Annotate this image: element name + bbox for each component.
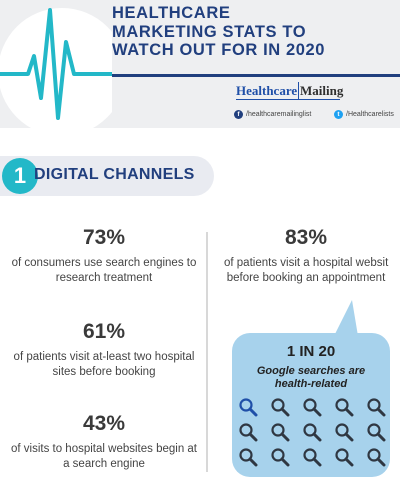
stat-block: 61% of patients visit at-least two hospi… — [4, 320, 204, 380]
search-icon — [367, 398, 386, 417]
header-banner: HEALTHCARE MARKETING STATS TO WATCH OUT … — [0, 0, 400, 128]
callout-line: health-related — [274, 378, 348, 390]
stat-line: of consumers use search engines to — [11, 257, 197, 269]
title-line-2: MARKETING STATS TO — [112, 22, 307, 41]
logo-text-mailing: Mailing — [300, 83, 344, 98]
stat-description: of consumers use search engines to resea… — [4, 256, 204, 286]
search-icon — [239, 423, 258, 442]
search-icon — [303, 398, 322, 417]
search-icon — [367, 423, 386, 442]
logo-divider — [298, 82, 299, 99]
title-underline — [112, 74, 400, 77]
search-icon — [335, 448, 354, 467]
search-icon — [271, 398, 290, 417]
stat-line: sites before booking — [52, 366, 156, 378]
brand-logo: Healthcare Mailing — [236, 80, 344, 102]
facebook-handle[interactable]: f /healthcaremailinglist — [234, 110, 311, 119]
stat-block-right: 83% of patients visit a hospital websit … — [212, 226, 400, 286]
stat-description: of patients visit a hospital websit befo… — [212, 256, 400, 286]
search-icon — [367, 448, 386, 467]
stat-line: of visits to hospital websites begin at — [10, 443, 198, 455]
section-number: 1 — [2, 158, 38, 194]
logo-baseline — [236, 99, 340, 100]
callout-line: Google searches are — [256, 365, 366, 377]
stat-block: 43% of visits to hospital websites begin… — [4, 412, 204, 472]
twitter-handle-text: /Healthcarelists — [346, 111, 394, 118]
facebook-handle-text: /healthcaremailinglist — [246, 111, 312, 118]
stat-line: before booking an appointment — [226, 272, 386, 284]
stat-description: of visits to hospital websites begin at … — [4, 442, 204, 472]
logo-text-healthcare: Healthcare — [236, 83, 298, 98]
callout-bubble: 1 IN 20 Google searches are health-relat… — [232, 333, 390, 477]
title-line-1: HEALTHCARE — [112, 4, 231, 22]
heartbeat-line-icon — [0, 8, 112, 128]
twitter-icon: t — [334, 110, 343, 119]
stat-line: research treatment — [55, 272, 153, 284]
callout-value: 1 IN 20 — [286, 343, 336, 360]
title-line-3: WATCH OUT FOR IN 2020 — [112, 41, 326, 59]
search-icon — [271, 448, 290, 467]
stat-value: 61% — [82, 320, 126, 343]
section-heading: 1 DIGITAL CHANNELS — [0, 156, 214, 196]
twitter-handle[interactable]: t /Healthcarelists — [334, 110, 394, 119]
stat-line: of patients visit a hospital websit — [224, 257, 389, 269]
stat-description: of patients visit at-least two hospital … — [4, 350, 204, 380]
stat-block: 73% of consumers use search engines to r… — [4, 226, 204, 286]
facebook-icon: f — [234, 110, 243, 119]
search-icon — [303, 423, 322, 442]
stat-line: a search engine — [63, 458, 145, 470]
search-icon — [239, 398, 258, 417]
search-icon — [335, 398, 354, 417]
search-icon — [239, 448, 258, 467]
callout-description: Google searches are health-related — [232, 365, 390, 391]
search-icon — [335, 423, 354, 442]
stat-value: 43% — [82, 412, 126, 435]
page-title: HEALTHCARE MARKETING STATS TO WATCH OUT … — [112, 4, 392, 60]
stat-value: 83% — [284, 226, 328, 249]
column-divider — [206, 232, 208, 472]
search-icon — [303, 448, 322, 467]
stat-line: of patients visit at-least two hospital — [13, 351, 195, 363]
search-icon — [271, 423, 290, 442]
section-label: DIGITAL CHANNELS — [34, 166, 195, 183]
stat-value: 73% — [82, 226, 126, 249]
